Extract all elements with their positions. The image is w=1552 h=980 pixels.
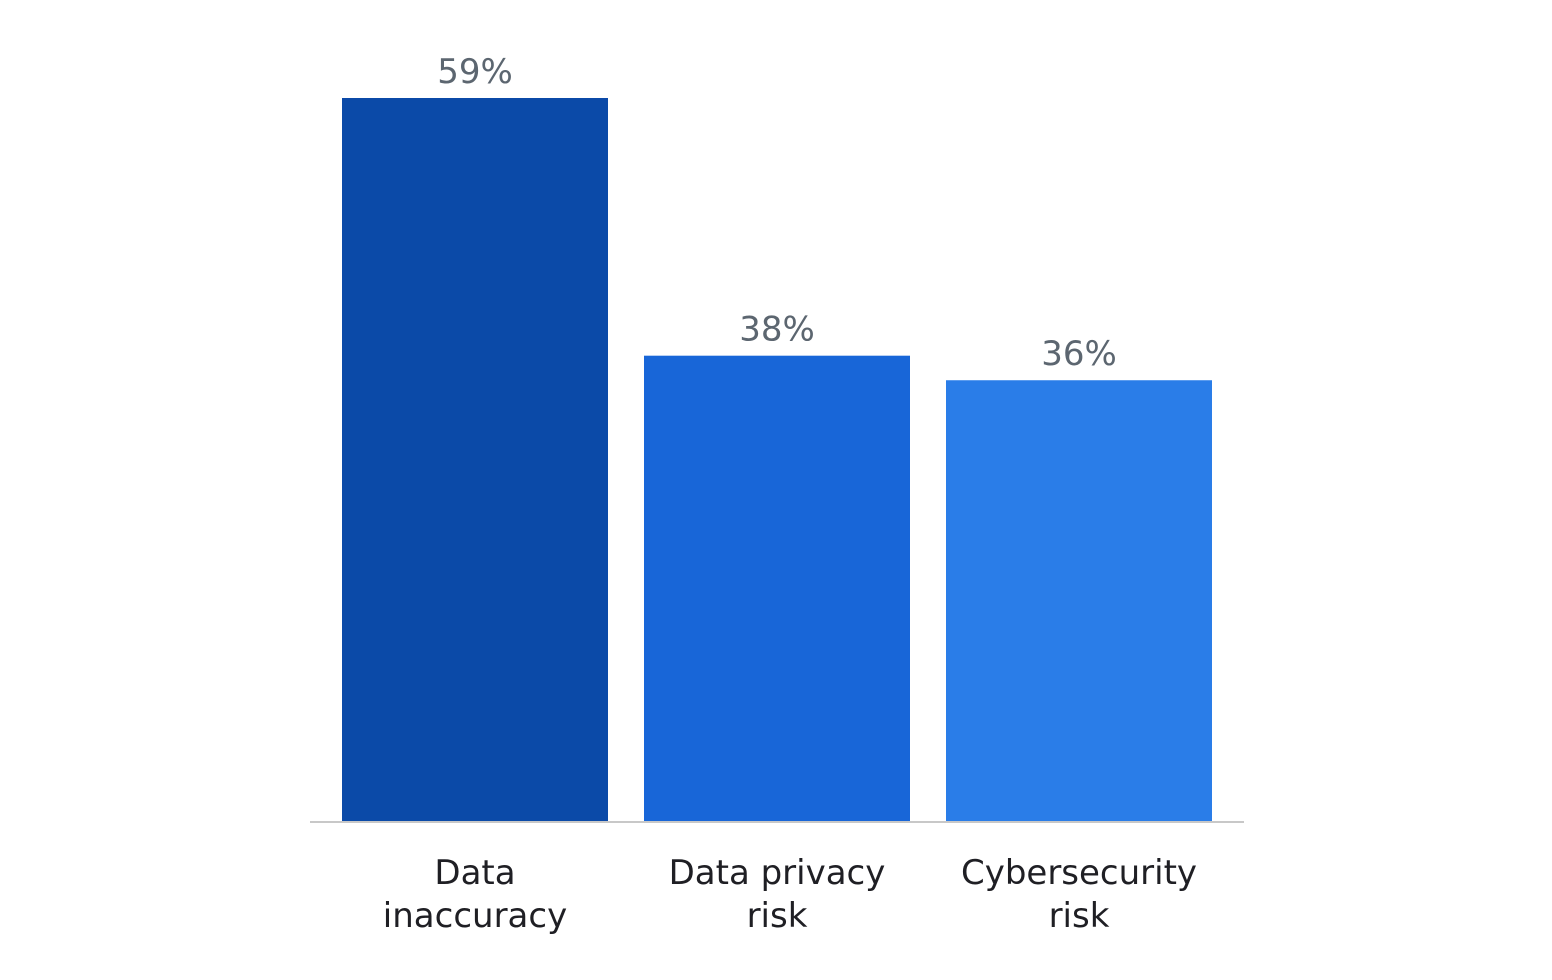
value-label-3: 36% — [1041, 334, 1117, 374]
bar-2 — [644, 355, 910, 822]
category-label-1: Data inaccuracy — [383, 853, 567, 936]
bar-3 — [946, 380, 1212, 822]
value-label-2: 38% — [739, 310, 815, 350]
category-label-3: Cybersecurity risk — [961, 853, 1197, 936]
value-labels-layer: 59% 38% 36% — [437, 52, 1117, 374]
category-label-line: Cybersecurity — [961, 853, 1197, 893]
category-label-line: Data — [434, 853, 515, 893]
category-label-2: Data privacy risk — [669, 853, 886, 936]
value-label-1: 59% — [437, 52, 513, 92]
bars-layer — [342, 98, 1212, 822]
category-label-line: inaccuracy — [383, 896, 567, 936]
category-label-line: Data privacy — [669, 853, 886, 893]
category-label-line: risk — [747, 896, 808, 936]
category-label-line: risk — [1049, 896, 1110, 936]
bar-1 — [342, 98, 608, 822]
